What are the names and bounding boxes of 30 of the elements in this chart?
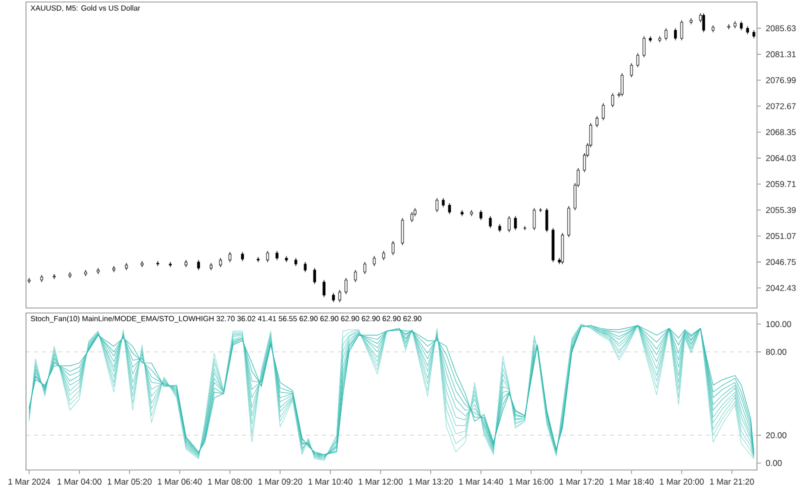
x-tick-label: 1 Mar 2024	[8, 478, 50, 485]
y-tick-label: 2046.75	[766, 259, 796, 265]
x-tick-label: 1 Mar 21:20	[710, 478, 754, 485]
y-tick-label: 2076.99	[766, 77, 796, 84]
y-tick-label: 2081.31	[766, 51, 796, 58]
y-tick-label: 80.00	[766, 348, 786, 355]
x-tick-label: 1 Mar 17:20	[560, 478, 604, 485]
y-tick-label: 2059.71	[766, 181, 796, 188]
y-tick-label: 2085.63	[766, 25, 796, 32]
y-tick-label: 2064.03	[766, 155, 796, 162]
x-tick-label: 1 Mar 08:00	[208, 478, 252, 485]
y-tick-label: 2068.35	[766, 129, 796, 136]
y-tick-label: 2051.07	[766, 233, 796, 240]
x-tick-label: 1 Mar 09:20	[258, 478, 302, 485]
y-tick-label: 2072.67	[766, 103, 796, 110]
x-tick-label: 1 Mar 12:00	[358, 478, 403, 485]
x-tick-label: 1 Mar 14:40	[459, 478, 503, 485]
x-tick-label: 1 Mar 16:00	[509, 478, 554, 485]
y-tick-label: 2055.39	[766, 207, 796, 214]
x-tick-label: 1 Mar 06:40	[158, 478, 202, 485]
x-tick-label: 1 Mar 10:40	[308, 478, 352, 485]
y-tick-label: 20.00	[766, 432, 786, 438]
y-tick-label: 2042.43	[766, 284, 796, 291]
y-tick-label: 100.00	[766, 321, 792, 328]
x-tick-label: 1 Mar 04:00	[58, 478, 102, 485]
x-tick-label: 1 Mar 13:20	[408, 478, 453, 485]
x-tick-label: 1 Mar 20:00	[660, 478, 704, 485]
y-tick-label: 0.00	[766, 460, 782, 466]
x-tick-label: 1 Mar 18:40	[610, 478, 654, 485]
x-tick-label: 1 Mar 05:20	[108, 478, 152, 485]
